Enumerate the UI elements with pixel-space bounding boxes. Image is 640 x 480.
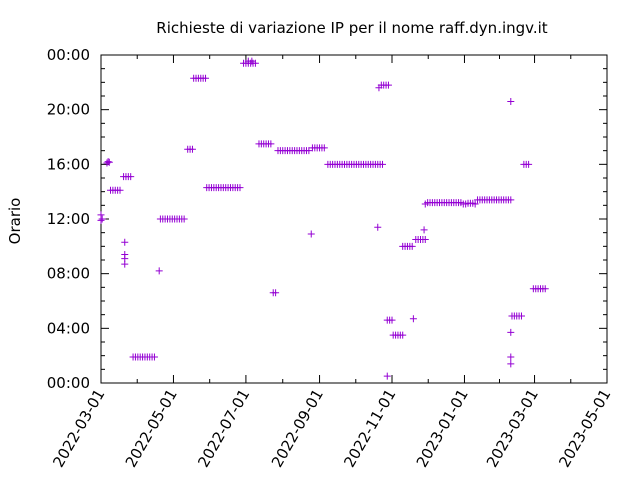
data-point: [121, 238, 129, 246]
data-point: [105, 158, 113, 166]
data-point: [236, 184, 244, 192]
data-point: [104, 158, 112, 166]
data-point: [251, 59, 259, 67]
x-tick-label: 2023-05-01: [555, 386, 614, 471]
data-point: [202, 74, 210, 82]
x-tick-label: 2022-05-01: [122, 386, 181, 471]
y-axis: 00:00 04:00 08:00 12:00 16:00 20:00 00:00: [47, 46, 607, 392]
data-point: [374, 223, 382, 231]
data-point: [305, 147, 313, 155]
data-point: [98, 215, 106, 223]
data-point: [116, 186, 124, 194]
data-point: [507, 353, 515, 361]
x-tick-label: 2023-01-01: [413, 386, 472, 471]
x-axis: 2022-03-01 2022-05-01 2022-07-01 2022-09-01…: [49, 55, 614, 471]
data-point: [127, 173, 135, 181]
data-point: [97, 216, 105, 224]
data-point: [525, 160, 533, 168]
data-point: [507, 328, 515, 336]
data-point: [421, 236, 429, 243]
x-tick-label: 2022-09-01: [268, 386, 327, 471]
data-point: [155, 267, 163, 275]
data-point: [541, 285, 549, 293]
data-point: [507, 196, 515, 204]
data-point: [517, 312, 525, 320]
y-tick-label: 00:00: [47, 374, 90, 392]
data-point: [383, 372, 391, 380]
data-point: [121, 260, 129, 268]
data-point: [307, 230, 315, 238]
data-point: [388, 316, 396, 324]
x-tick-label: 2022-03-01: [49, 386, 108, 471]
chart-title: Richieste di variazione IP per il nome r…: [156, 19, 548, 37]
data-point: [180, 215, 188, 223]
data-point: [150, 353, 158, 361]
y-tick-label: 12:00: [47, 210, 90, 228]
x-tick-label: 2023-03-01: [483, 386, 542, 471]
y-axis-label: Orario: [6, 198, 24, 245]
data-point: [507, 360, 515, 368]
y-tick-label: 20:00: [47, 101, 90, 119]
data-point: [471, 200, 479, 208]
data-point: [320, 144, 328, 152]
x-tick-label: 2022-07-01: [194, 386, 253, 471]
x-tick-label: 2022-11-01: [340, 386, 399, 471]
data-points: [97, 57, 549, 380]
data-point: [420, 226, 428, 234]
y-tick-label: 08:00: [47, 265, 90, 283]
y-tick-label: 00:00: [47, 46, 90, 64]
y-tick-label: 16:00: [47, 155, 90, 173]
data-point: [409, 315, 417, 323]
data-point: [507, 97, 515, 105]
data-point: [248, 57, 256, 65]
data-point: [272, 289, 280, 297]
y-tick-label: 04:00: [47, 319, 90, 337]
data-point: [188, 145, 196, 153]
data-point: [399, 331, 407, 339]
data-point: [384, 81, 392, 89]
data-point: [408, 242, 416, 250]
data-point: [379, 160, 387, 168]
data-point: [267, 140, 275, 148]
